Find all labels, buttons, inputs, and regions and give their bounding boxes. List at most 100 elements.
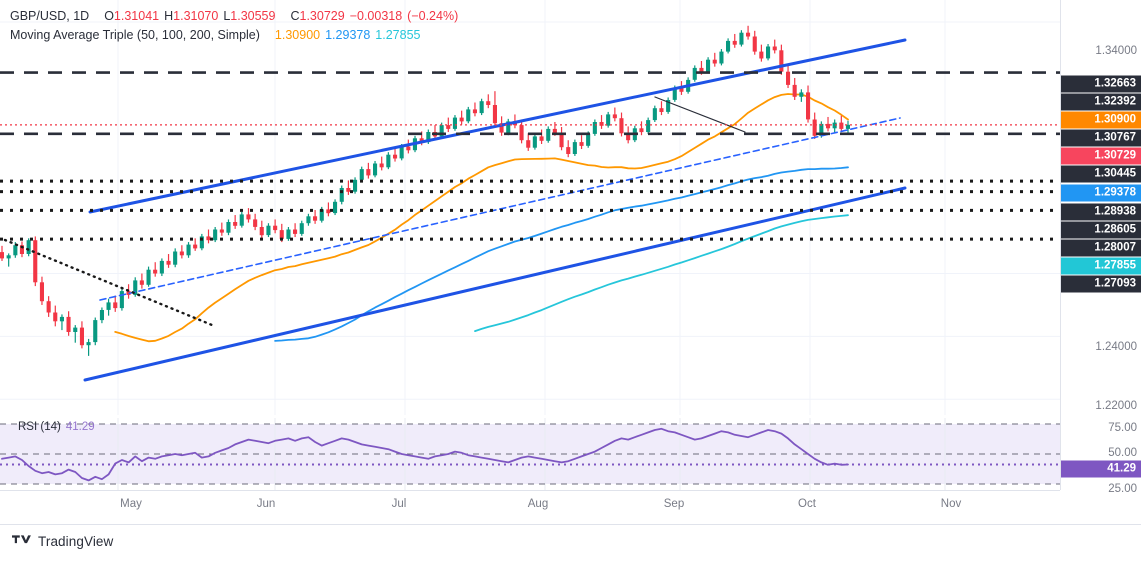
candle-body — [266, 225, 271, 236]
candle-body — [346, 188, 351, 192]
candle-body — [339, 188, 344, 202]
price-axis-badge[interactable]: 1.28938 — [1061, 203, 1141, 221]
price-axis-badge[interactable]: 1.30445 — [1061, 165, 1141, 183]
rsi-axis-badge[interactable]: 41.29 — [1061, 460, 1141, 478]
change-value: −0.00318 — [349, 9, 403, 23]
candle-body — [306, 216, 311, 224]
candle-body — [386, 154, 391, 168]
candle-body — [832, 122, 837, 129]
candle-body — [393, 154, 398, 159]
candle-body — [659, 108, 664, 112]
candle-body — [259, 227, 264, 236]
price-axis-badge[interactable]: 1.27855 — [1061, 257, 1141, 275]
candle-body — [373, 163, 378, 176]
symbol-ohlc-row[interactable]: GBP/USD, 1D O1.31041 H1.31070 L1.30559 C… — [10, 7, 458, 26]
candle-body — [139, 280, 144, 285]
price-chart-svg — [0, 0, 1060, 415]
candle-body — [812, 119, 817, 136]
candle-body — [379, 163, 384, 168]
candle-body — [739, 32, 744, 45]
close-group: C1.30729 — [290, 9, 345, 23]
candle-body — [519, 125, 524, 141]
candle-body — [426, 132, 431, 143]
price-axis-badge[interactable]: 1.27093 — [1061, 275, 1141, 293]
candle-body — [359, 169, 364, 180]
candle-body — [566, 147, 571, 154]
candle-body — [186, 244, 191, 256]
candle-body — [0, 252, 4, 259]
change-percent: (−0.24%) — [407, 9, 459, 23]
price-axis-badge[interactable]: 1.30729 — [1061, 147, 1141, 165]
candle-body — [399, 146, 404, 159]
candle-body — [692, 67, 697, 80]
high-group: H1.31070 — [164, 9, 219, 23]
candle-body — [33, 240, 38, 283]
candle-body — [333, 201, 338, 214]
candle-body — [326, 209, 331, 214]
price-axis-badge[interactable]: 1.30767 — [1061, 129, 1141, 147]
ma-line-50 — [114, 93, 849, 343]
candle-body — [146, 269, 151, 285]
candle-body — [652, 108, 657, 121]
price-axis-badge[interactable]: 1.29378 — [1061, 184, 1141, 202]
candle-body — [599, 122, 604, 126]
candle-body — [366, 169, 371, 176]
candle-body — [506, 121, 511, 133]
rsi-indicator-pane[interactable] — [0, 418, 1060, 490]
candle-body — [353, 179, 358, 192]
candle-body — [206, 236, 211, 241]
candle-body — [59, 316, 64, 322]
candle-body — [479, 101, 484, 114]
price-axis-badge[interactable]: 1.32392 — [1061, 93, 1141, 111]
candle-body — [726, 40, 731, 52]
price-axis[interactable]: 1.340001.260001.240001.220001.326631.323… — [1060, 0, 1141, 560]
candle-body — [666, 100, 671, 112]
candle-body — [179, 251, 184, 256]
price-axis-badge[interactable]: 1.28007 — [1061, 239, 1141, 257]
candle-body — [552, 128, 557, 133]
price-axis-badge[interactable]: 1.32663 — [1061, 75, 1141, 93]
candle-body — [546, 128, 551, 141]
candle-body — [293, 229, 298, 234]
candle-body — [19, 245, 24, 254]
candle-body — [732, 40, 737, 45]
rsi-axis-tick: 75.00 — [1108, 422, 1137, 434]
candle-body — [792, 84, 797, 97]
candle-body — [572, 142, 577, 154]
candle-body — [486, 101, 491, 105]
time-axis-label: Jun — [256, 498, 276, 510]
candle-body — [672, 88, 677, 100]
time-axis-label: Aug — [527, 498, 549, 510]
candle-body — [166, 260, 171, 265]
candle-body — [579, 142, 584, 146]
candle-body — [612, 114, 617, 119]
candle-body — [786, 71, 791, 85]
candle-body — [93, 320, 98, 343]
candle-body — [626, 133, 631, 141]
tradingview-logo[interactable]: TradingView — [12, 534, 113, 549]
candle-body — [499, 123, 504, 133]
price-axis-badge[interactable]: 1.30900 — [1061, 111, 1141, 129]
low-group: L1.30559 — [223, 9, 276, 23]
candle-body — [153, 269, 158, 274]
candle-body — [419, 138, 424, 143]
candle-body — [719, 51, 724, 64]
rsi-legend[interactable]: RSI (14) 41.29 — [18, 421, 95, 433]
candle-body — [46, 301, 51, 313]
ma-legend-row[interactable]: Moving Average Triple (50, 100, 200, Sim… — [10, 26, 458, 45]
time-axis-label: Jul — [391, 498, 407, 510]
candle-body — [273, 225, 278, 231]
price-axis-badge[interactable]: 1.28605 — [1061, 221, 1141, 239]
candle-body — [472, 109, 477, 114]
candle-body — [459, 117, 464, 122]
candle-body — [586, 133, 591, 146]
price-chart-pane[interactable] — [0, 0, 1060, 415]
candle-body — [6, 255, 11, 259]
candle-body — [845, 124, 850, 129]
ma-line-200 — [474, 214, 849, 332]
time-axis[interactable]: May Jun Jul Aug Sep Oct Nov — [0, 490, 1060, 520]
candle-body — [772, 46, 777, 51]
candle-body — [712, 59, 717, 64]
candle-body — [233, 222, 238, 226]
